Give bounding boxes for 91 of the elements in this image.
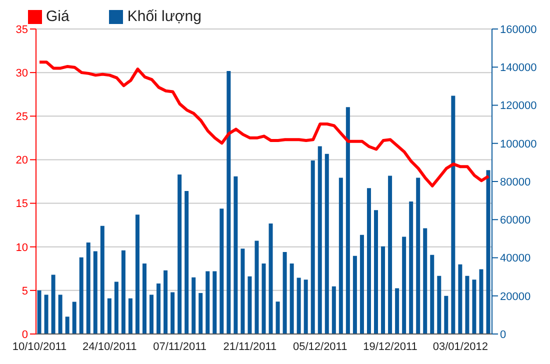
bar xyxy=(248,276,252,334)
bar xyxy=(142,263,146,334)
x-tick-label: 07/11/2011 xyxy=(153,340,207,353)
bar xyxy=(86,242,90,334)
bar xyxy=(150,294,154,334)
y-tick-label: 35 xyxy=(16,24,28,36)
legend-label: Khối lượng xyxy=(127,8,202,25)
y2-tick-label: 60000 xyxy=(500,214,531,227)
bar xyxy=(465,276,470,334)
bar xyxy=(170,292,175,334)
bar xyxy=(395,288,400,334)
bar xyxy=(93,251,98,334)
bar xyxy=(332,286,336,334)
bar xyxy=(121,250,126,334)
bar xyxy=(164,270,168,334)
bar xyxy=(451,96,456,334)
bar xyxy=(100,226,104,334)
bar xyxy=(198,293,203,334)
x-tick-label: 10/10/2011 xyxy=(12,340,67,353)
bar xyxy=(346,107,350,334)
bar xyxy=(51,274,56,334)
bar xyxy=(178,174,182,334)
bar xyxy=(206,271,210,334)
bar xyxy=(226,70,231,334)
bar xyxy=(430,254,434,334)
y2-tick-label: 80000 xyxy=(500,176,531,188)
bar xyxy=(388,176,392,334)
bar xyxy=(282,252,287,334)
y2-tick-label: 160000 xyxy=(500,24,537,36)
bar xyxy=(304,280,308,334)
bar xyxy=(352,256,357,334)
bar xyxy=(58,294,62,334)
bar xyxy=(338,178,343,334)
bar xyxy=(324,154,329,334)
bar xyxy=(381,246,386,334)
bar xyxy=(128,298,132,334)
bar xyxy=(437,276,442,334)
bar xyxy=(310,160,315,334)
bar xyxy=(234,176,238,334)
x-tick-label: 24/10/2011 xyxy=(82,340,137,353)
y-tick-label: 15 xyxy=(16,198,28,210)
bar xyxy=(444,296,448,334)
bar xyxy=(135,214,140,334)
bar xyxy=(374,210,378,334)
bar xyxy=(360,234,364,334)
line-series xyxy=(38,60,490,188)
bar xyxy=(156,283,161,334)
y-tick-label: 10 xyxy=(16,242,28,254)
bar xyxy=(79,257,84,334)
bar xyxy=(65,316,70,334)
y2-tick-label: 40000 xyxy=(500,252,531,265)
x-tick-label: 05/12/2011 xyxy=(293,340,348,353)
bar xyxy=(114,282,118,334)
bar xyxy=(402,236,406,334)
bar xyxy=(458,264,462,334)
y-tick-label: 25 xyxy=(16,111,28,124)
bar xyxy=(240,248,245,334)
y2-tick-label: 100000 xyxy=(500,138,537,150)
bar xyxy=(212,271,217,334)
legend-label: Giá xyxy=(46,8,70,25)
bar xyxy=(262,263,266,334)
y-tick-label: 30 xyxy=(16,67,28,80)
bar xyxy=(268,223,273,334)
bar xyxy=(220,208,224,334)
y2-tick-label: 20000 xyxy=(500,290,531,303)
bar xyxy=(276,302,280,334)
y-tick-label: 5 xyxy=(22,285,28,298)
bar xyxy=(192,277,196,334)
bar xyxy=(472,280,476,334)
bar xyxy=(366,188,371,334)
y2-tick-label: 120000 xyxy=(500,100,537,112)
bar xyxy=(44,294,48,334)
x-tick-label: 21/11/2011 xyxy=(223,340,277,353)
x-tick-label: 19/12/2011 xyxy=(363,340,418,353)
bar xyxy=(72,302,76,334)
x-tick-label: 03/01/2012 xyxy=(432,340,488,353)
bar xyxy=(254,240,259,334)
y2-tick-label: 140000 xyxy=(500,62,537,74)
bar xyxy=(290,263,294,334)
y-tick-label: 20 xyxy=(16,154,28,167)
bar xyxy=(37,290,42,334)
bar xyxy=(107,298,112,334)
bar xyxy=(409,202,414,334)
bar xyxy=(479,269,484,334)
bar xyxy=(416,178,420,334)
bar xyxy=(184,191,189,334)
bar xyxy=(318,146,322,334)
y2-tick-label: 0 xyxy=(500,328,506,341)
bar xyxy=(296,278,301,334)
bar xyxy=(423,228,428,334)
y-tick-label: 0 xyxy=(22,328,28,341)
